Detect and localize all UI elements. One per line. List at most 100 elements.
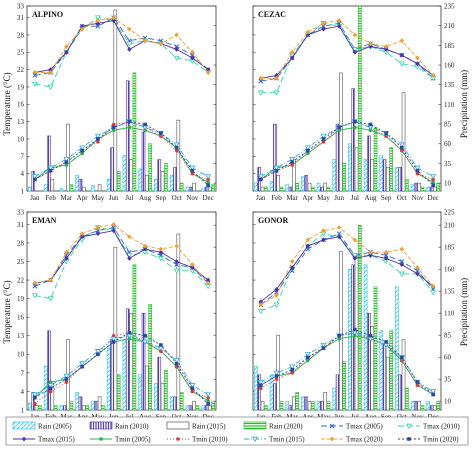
- bar-rain-2005: [138, 168, 142, 192]
- left-tick-label: 33: [17, 208, 25, 216]
- right-tick-label: 160: [444, 61, 455, 69]
- bar-rain-2005: [75, 392, 79, 411]
- bar-rain-2010: [188, 405, 193, 411]
- legend-item-rain-2015: Rain (2015): [166, 421, 226, 431]
- point-tmin-2005: [306, 358, 310, 363]
- bar-rain-2020: [132, 72, 137, 192]
- bar-rain-2020: [179, 182, 184, 192]
- legend-label: Tmin (2015): [269, 436, 305, 444]
- point-tmax-2005: [190, 52, 195, 58]
- point-tmin-2020: [127, 119, 132, 124]
- bar-rain-2015: [417, 182, 422, 192]
- right-tick-label: 135: [444, 288, 455, 296]
- bar-rain-2010: [382, 343, 387, 411]
- point-tmax-2015: [321, 237, 326, 243]
- right-tick-label: 210: [444, 22, 455, 30]
- bar-rain-2010: [157, 356, 162, 411]
- bar-rain-2005: [254, 182, 258, 192]
- line-tmax-2005: [260, 233, 434, 306]
- point-tmax-2020: [48, 277, 53, 283]
- line-tmax-2020: [260, 227, 434, 306]
- x-tick-label: Nov: [186, 194, 199, 202]
- point-tmin-2020: [80, 364, 84, 369]
- point-tmin-2015: [31, 392, 38, 398]
- point-tmax-2010: [157, 256, 164, 262]
- bar-rain-2015: [160, 383, 165, 411]
- x-tick-label: Aug: [364, 194, 377, 202]
- bar-rain-2015: [292, 159, 296, 192]
- panel-cezac: 10 35 60 85 110 135 160 185 210 235 Jan Feb Mar Apr Ma…: [252, 2, 455, 202]
- point-tmin-2010: [415, 171, 420, 176]
- line-tmin-2005: [260, 126, 434, 183]
- line-tmax-2020: [34, 17, 209, 73]
- point-tmin-2020: [400, 145, 404, 150]
- bar-rain-2005: [59, 405, 64, 411]
- right-tick-label: 10: [444, 398, 452, 406]
- point-tmin-2020: [415, 168, 420, 173]
- point-tmin-2020: [274, 168, 279, 173]
- left-tick-label: 25: [17, 258, 25, 266]
- right-tick-label: 160: [444, 266, 455, 274]
- x-tick-label: Feb: [45, 194, 56, 202]
- point-tmax-2020: [352, 237, 358, 243]
- point-tmax-2005: [258, 78, 264, 84]
- point-tmax-2020: [174, 32, 179, 38]
- point-tmin-2015: [189, 165, 196, 171]
- point-tmin-2020: [306, 148, 310, 153]
- point-tmax-2015: [174, 46, 179, 52]
- point-tmax-2020: [321, 20, 326, 26]
- left-tick-label: 28: [17, 31, 25, 39]
- bar-rain-2020: [211, 400, 215, 411]
- point-tmin-2015: [142, 339, 149, 345]
- y-right-label-bottom: Precipitation (mm): [459, 278, 469, 346]
- bar-rain-2010: [273, 383, 277, 411]
- bar-rain-2020: [326, 186, 331, 192]
- bar-rain-2015: [307, 182, 312, 192]
- legend-item-tmax-2015: Tmax (2015): [13, 436, 75, 444]
- point-tmin-2015: [430, 174, 437, 180]
- bar-rain-2020: [405, 387, 409, 411]
- bar-rain-2015: [386, 167, 390, 192]
- bar-rain-2005: [426, 400, 431, 411]
- bar-rain-2005: [316, 182, 321, 192]
- bar-rain-2005: [254, 365, 258, 411]
- point-tmax-2020: [205, 280, 211, 286]
- bar-rain-2015: [113, 246, 118, 411]
- legend-swatch: [12, 421, 36, 430]
- point-tmax-2020: [190, 262, 195, 267]
- bar-rain-2005: [316, 400, 321, 411]
- y-right-label-top: Precipitation (mm): [459, 70, 469, 138]
- bar-rain-2020: [264, 186, 268, 192]
- legend-marker: [407, 437, 411, 441]
- bar-rain-2005: [301, 396, 305, 411]
- bar-rain-2015: [323, 182, 328, 192]
- point-tmax-2010: [257, 90, 264, 96]
- bar-rain-2015: [82, 405, 86, 411]
- x-tick-label: Aug: [139, 194, 152, 202]
- point-tmax-2020: [32, 70, 38, 75]
- x-tick-label: May: [317, 194, 330, 202]
- point-tmin-2020: [190, 168, 195, 173]
- point-tmin-2020: [290, 367, 294, 372]
- legend-label: Tmin (2010): [192, 436, 228, 444]
- point-tmin-2020: [353, 119, 357, 124]
- point-tmax-2015: [48, 67, 53, 72]
- point-tmin-2015: [205, 174, 212, 180]
- bar-rain-2020: [164, 370, 168, 411]
- point-tmax-2005: [274, 290, 279, 295]
- point-tmax-2020: [258, 302, 264, 308]
- bar-rain-2005: [395, 286, 399, 411]
- point-tmin-2020: [321, 137, 326, 141]
- right-tick-label: 185: [444, 42, 455, 50]
- bar-rain-2010: [320, 400, 324, 411]
- point-tmin-2020: [431, 392, 435, 397]
- point-tmin-2020: [33, 395, 37, 400]
- left-tick-label: 4: [21, 388, 25, 396]
- bar-rain-2010: [367, 312, 371, 411]
- bar-rain-2005: [410, 184, 415, 192]
- bar-rain-2015: [370, 159, 375, 192]
- panel-title: EMAN: [32, 216, 57, 225]
- point-tmax-2015: [399, 262, 405, 267]
- point-tmin-2020: [384, 340, 388, 344]
- point-tmin-2010: [415, 383, 420, 388]
